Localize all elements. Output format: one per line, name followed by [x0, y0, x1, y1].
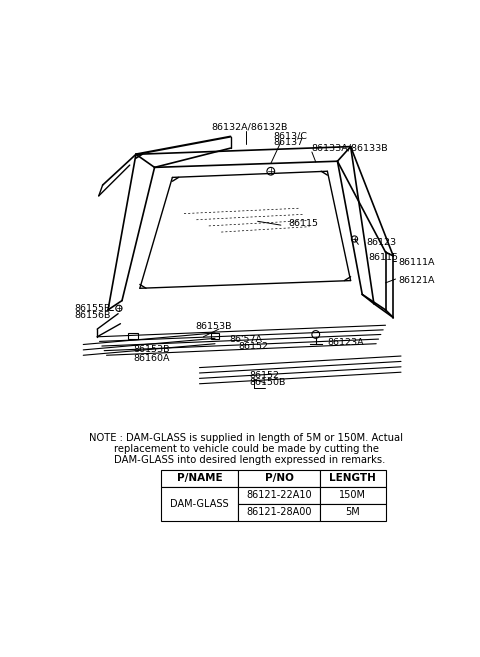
Bar: [320, 487, 385, 504]
Text: 150M: 150M: [339, 490, 366, 501]
Text: DAM-GLASS into desired length expressed in remarks.: DAM-GLASS into desired length expressed …: [89, 455, 386, 464]
Bar: [161, 487, 238, 521]
Text: 86152: 86152: [250, 371, 280, 380]
Text: 5M: 5M: [345, 507, 360, 517]
Text: 86121-28A00: 86121-28A00: [246, 507, 312, 517]
Text: 86152: 86152: [238, 342, 268, 351]
Text: 86150B: 86150B: [250, 378, 286, 388]
Bar: [320, 470, 385, 487]
Bar: [161, 470, 238, 487]
Bar: [238, 470, 320, 487]
Text: 86123: 86123: [366, 238, 396, 247]
Text: 86123A: 86123A: [327, 338, 364, 348]
Text: 86137: 86137: [273, 138, 303, 147]
Text: NOTE : DAM-GLASS is supplied in length of 5M or 150M. Actual: NOTE : DAM-GLASS is supplied in length o…: [89, 433, 404, 443]
Text: P/NAME: P/NAME: [177, 474, 222, 484]
Text: 86133A/86133B: 86133A/86133B: [312, 144, 388, 152]
Text: 86111A: 86111A: [398, 258, 434, 267]
Text: replacement to vehicle could be made by cutting the: replacement to vehicle could be made by …: [89, 444, 380, 454]
Text: 86115: 86115: [369, 253, 398, 262]
Text: 86155B: 86155B: [74, 304, 110, 313]
Bar: [238, 487, 320, 504]
Bar: [238, 504, 320, 521]
Text: 86153B: 86153B: [196, 323, 232, 331]
Text: 86156B: 86156B: [74, 311, 110, 320]
Text: LENGTH: LENGTH: [329, 474, 376, 484]
Text: 86121A: 86121A: [398, 276, 434, 285]
Text: 86132A/86132B: 86132A/86132B: [211, 122, 288, 131]
Text: 86160A: 86160A: [133, 354, 170, 363]
Text: DAM-GLASS: DAM-GLASS: [170, 499, 229, 509]
Text: 8613/C: 8613/C: [273, 131, 307, 141]
Text: 86153B: 86153B: [133, 346, 170, 354]
Text: P/NO: P/NO: [264, 474, 293, 484]
Bar: [128, 333, 137, 339]
Bar: [320, 504, 385, 521]
Text: 86'57A: 86'57A: [229, 334, 262, 344]
Bar: [211, 333, 219, 339]
Text: 86115: 86115: [288, 219, 319, 228]
Text: 86121-22A10: 86121-22A10: [246, 490, 312, 501]
